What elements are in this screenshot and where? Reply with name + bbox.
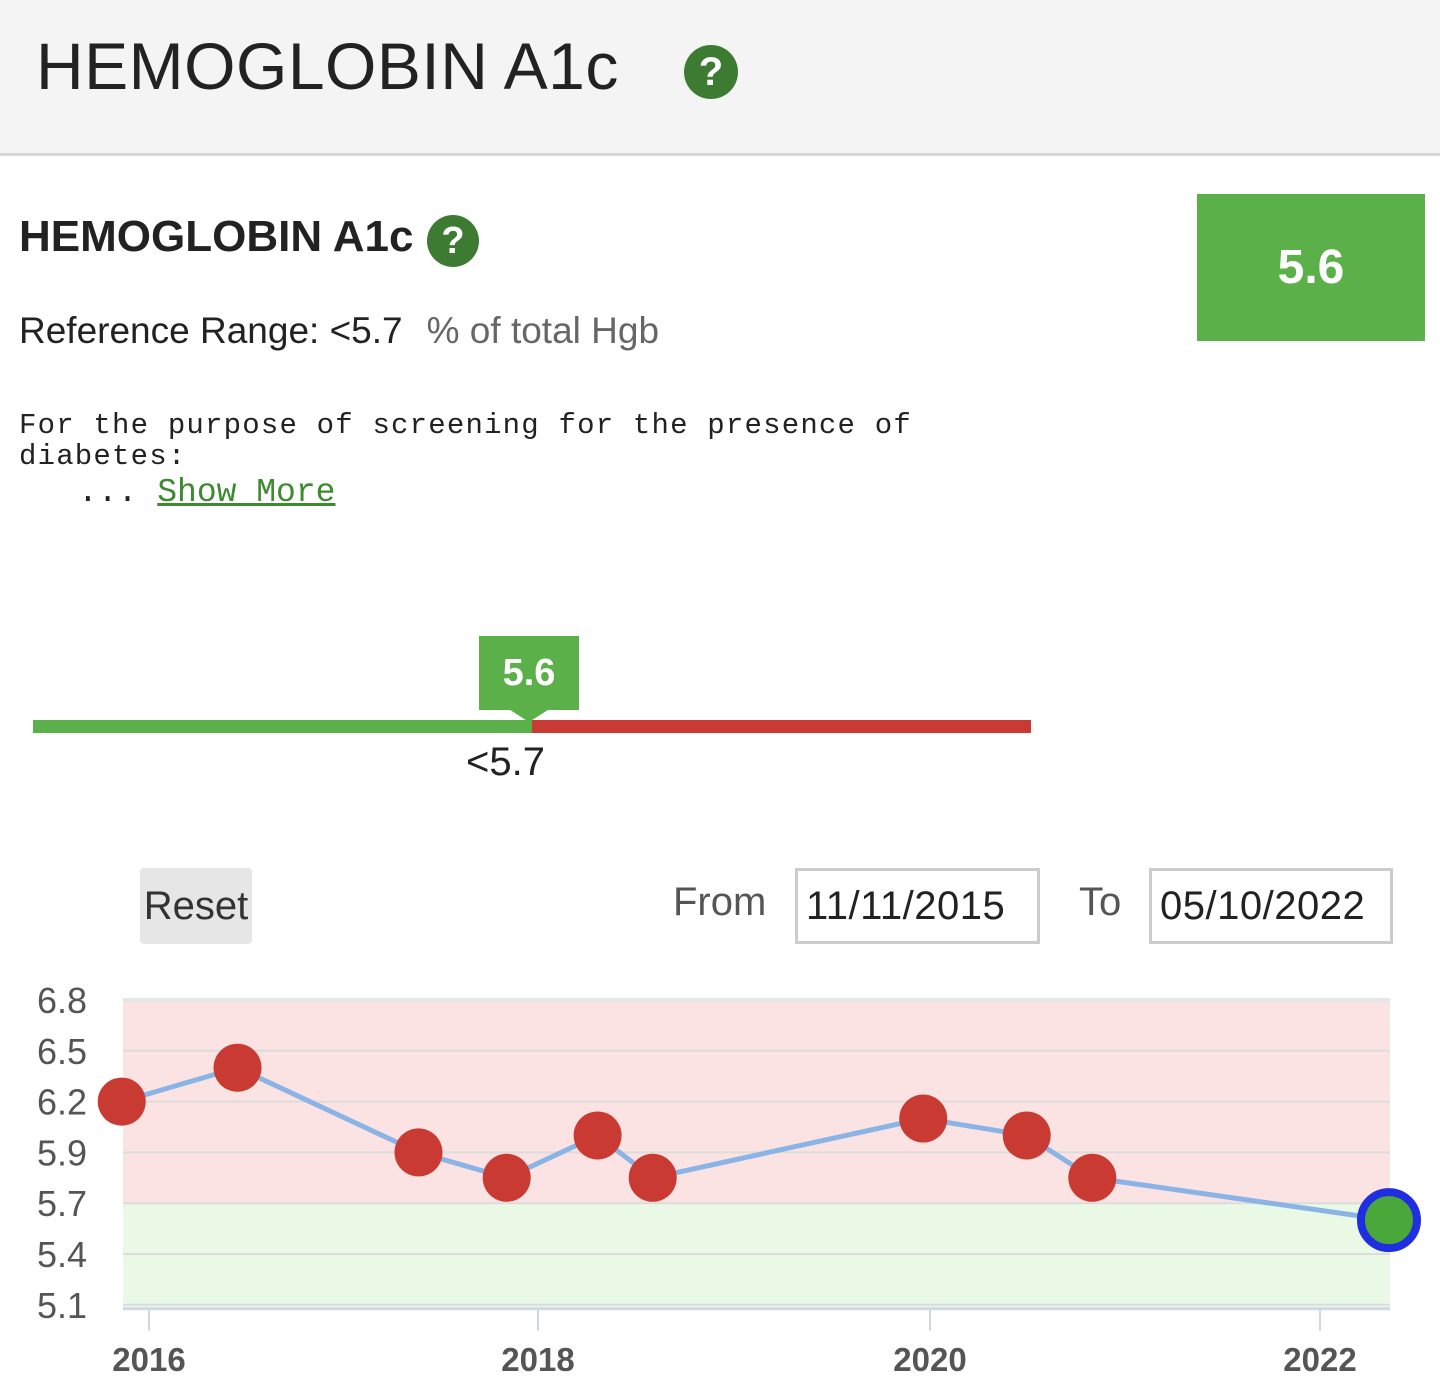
x-tick-label: 2016 xyxy=(112,1341,185,1378)
note-continuation: ... Show More xyxy=(78,474,335,511)
show-more-link[interactable]: Show More xyxy=(157,474,336,511)
range-bar-abnormal xyxy=(532,720,1031,733)
abnormal-range-band xyxy=(123,998,1390,1204)
y-tick-label: 6.5 xyxy=(37,1031,87,1072)
test-note: For the purpose of screening for the pre… xyxy=(19,409,912,473)
data-point[interactable] xyxy=(628,1153,677,1202)
range-marker: 5.6 xyxy=(479,636,579,710)
y-tick-label: 5.1 xyxy=(37,1285,87,1326)
y-tick-label: 6.2 xyxy=(37,1082,87,1123)
data-point[interactable] xyxy=(482,1153,531,1202)
grid-lines xyxy=(123,998,1390,1306)
data-point[interactable] xyxy=(213,1043,262,1092)
test-title: HEMOGLOBIN A1c xyxy=(19,212,414,261)
question-icon[interactable]: ? xyxy=(684,45,738,99)
series-line xyxy=(121,1065,1390,1223)
x-axis: 2016 2018 2020 2022 xyxy=(112,1307,1390,1378)
y-tick-label: 5.4 xyxy=(37,1234,87,1275)
page-title: HEMOGLOBIN A1c xyxy=(36,29,619,103)
trend-chart[interactable]: 6.8 6.5 6.2 5.9 5.7 5.4 5.1 2016 2018 2020 2022 xyxy=(0,960,1440,1400)
y-tick-label: 5.9 xyxy=(37,1132,87,1173)
data-point[interactable] xyxy=(1068,1153,1117,1202)
y-tick-label: 5.7 xyxy=(37,1183,87,1224)
top-bar: HEMOGLOBIN A1c ? xyxy=(0,0,1440,156)
ellipsis-text: ... xyxy=(78,474,158,511)
range-marker-pointer xyxy=(507,708,551,722)
range-bar-normal xyxy=(33,720,532,733)
reference-range-label: Reference Range: <5.7 xyxy=(19,310,403,351)
from-date-input[interactable] xyxy=(795,868,1040,944)
range-threshold-label: <5.7 xyxy=(466,740,545,784)
data-point[interactable] xyxy=(899,1094,948,1143)
y-axis: 6.8 6.5 6.2 5.9 5.7 5.4 5.1 xyxy=(37,980,87,1326)
x-tick-label: 2018 xyxy=(501,1341,574,1378)
units-label: % of total Hgb xyxy=(426,310,660,351)
normal-range-band xyxy=(123,1203,1390,1309)
x-tick-label: 2020 xyxy=(893,1341,966,1378)
data-point[interactable] xyxy=(573,1111,622,1160)
current-value-badge: 5.6 xyxy=(1197,194,1425,341)
data-points xyxy=(97,1043,1421,1253)
to-label: To xyxy=(1079,880,1122,924)
latest-data-point[interactable] xyxy=(1356,1188,1421,1253)
y-tick-label: 6.8 xyxy=(37,980,87,1021)
from-label: From xyxy=(673,880,767,924)
question-icon[interactable]: ? xyxy=(427,215,479,267)
reference-range: Reference Range: <5.7 % of total Hgb xyxy=(19,310,659,352)
data-point[interactable] xyxy=(394,1128,443,1177)
x-tick-label: 2022 xyxy=(1283,1341,1356,1378)
data-point[interactable] xyxy=(1002,1111,1051,1160)
reset-button[interactable]: Reset xyxy=(140,868,252,944)
data-point[interactable] xyxy=(97,1077,146,1126)
to-date-input[interactable] xyxy=(1149,868,1393,944)
